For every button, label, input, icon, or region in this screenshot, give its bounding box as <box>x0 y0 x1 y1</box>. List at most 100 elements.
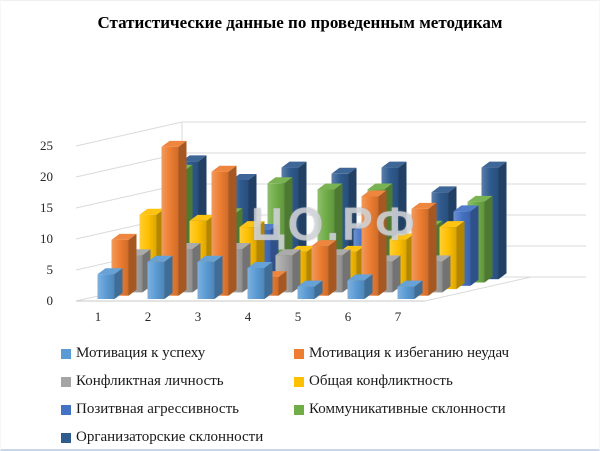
legend-swatch <box>61 432 71 443</box>
bar-side-face <box>392 255 401 293</box>
legend-swatch <box>61 348 71 359</box>
bar-side-face <box>264 262 273 299</box>
bar-side-face <box>228 165 237 296</box>
grid-line-side <box>75 121 183 147</box>
bar <box>397 286 415 299</box>
y-tick-label: 10 <box>40 231 53 246</box>
bar-top-face <box>189 214 215 221</box>
bar-top-face <box>467 195 493 202</box>
bar <box>247 268 265 299</box>
legend-label: Конфликтная личность <box>76 373 224 389</box>
bar-side-face <box>328 240 337 296</box>
bar-top-face <box>331 167 357 174</box>
bar-side-face <box>378 190 387 296</box>
bar <box>411 208 429 296</box>
bar-top-face <box>181 155 207 162</box>
bar-top-face <box>481 161 507 168</box>
bar-top-face <box>317 183 343 190</box>
bar-side-face <box>292 249 301 293</box>
bar-side-face <box>164 255 173 299</box>
y-tick-label: 20 <box>40 169 53 184</box>
bar-top-face <box>381 161 407 168</box>
bar-top-face <box>281 161 307 168</box>
legend-label: Позитвная агрессивность <box>76 401 239 417</box>
bar-side-face <box>278 271 287 296</box>
bar-top-face <box>389 233 415 240</box>
bar-top-face <box>247 262 273 268</box>
bar-top-face <box>411 202 437 209</box>
bar-top-face <box>111 233 137 240</box>
chart-legend: Мотивация к успеху Мотивация к избеганию … <box>61 344 591 447</box>
bar-side-face <box>414 280 423 299</box>
bar <box>297 286 315 299</box>
bar-side-face <box>178 140 187 296</box>
bar-top-face <box>161 140 187 147</box>
legend-item-6: Коммуникативные склонности <box>294 400 591 419</box>
bar-top-face <box>147 255 173 262</box>
bar-side-face <box>428 202 437 296</box>
x-category-label: 6 <box>345 309 352 324</box>
bar-side-face <box>214 255 223 299</box>
legend-label: Организаторские склонности <box>76 429 264 445</box>
y-tick-label: 5 <box>47 262 54 277</box>
bar <box>147 261 165 299</box>
legend-item-3: Конфликтная личность <box>61 372 294 391</box>
legend-swatch <box>61 404 71 415</box>
bar-side-face <box>470 205 479 286</box>
legend-swatch <box>294 404 304 415</box>
legend-swatch <box>294 376 304 387</box>
x-category-label: 4 <box>245 309 252 324</box>
bar-top-face <box>239 221 265 228</box>
bar-side-face <box>114 268 123 299</box>
y-tick-label: 15 <box>40 200 53 215</box>
bar-side-face <box>364 274 373 299</box>
bar-side-face <box>456 221 465 290</box>
bar-top-face <box>275 249 301 256</box>
bar-top-face <box>439 221 465 228</box>
chart-title: Статистические данные по проведенным мет… <box>97 13 503 32</box>
legend-label: Мотивация к избеганию неудач <box>309 345 510 361</box>
bar-top-face <box>311 240 337 247</box>
x-category-label: 1 <box>95 309 102 324</box>
bar-side-face <box>442 255 451 293</box>
bar-top-face <box>231 174 257 180</box>
bar-top-face <box>361 190 387 197</box>
bar-side-face <box>484 195 493 283</box>
legend-item-5: Позитвная агрессивность <box>61 400 294 419</box>
bar-top-face <box>297 280 323 287</box>
x-category-label: 2 <box>145 309 152 324</box>
bar-side-face <box>128 233 137 296</box>
legend-swatch <box>294 348 304 359</box>
bar-top-face <box>431 186 457 193</box>
legend-label: Мотивация к успеху <box>76 345 206 361</box>
bar-side-face <box>314 280 323 299</box>
y-tick-label: 25 <box>40 138 53 153</box>
legend-label: Коммуникативные склонности <box>309 401 506 417</box>
bar-top-face <box>397 280 423 287</box>
x-category-label: 7 <box>395 309 402 324</box>
legend-swatch <box>61 376 71 387</box>
bar <box>97 274 115 299</box>
bar-side-face <box>498 161 507 280</box>
chart-3d-plot: 0 5 10 15 20 25 1 2 3 4 5 6 7 <box>40 121 586 324</box>
legend-label: Общая конфликтность <box>309 373 453 389</box>
bar-top-face <box>139 208 165 215</box>
bar-top-face <box>211 165 237 172</box>
bar <box>347 280 365 299</box>
y-tick-label: 0 <box>47 293 54 308</box>
bar <box>197 261 215 299</box>
floor-right-edge <box>424 276 532 302</box>
legend-item-7: Организаторские склонности <box>61 428 294 447</box>
legend-item-2: Мотивация к избеганию неудач <box>294 344 591 363</box>
bar-top-face <box>367 183 393 190</box>
bar-top-face <box>453 205 479 212</box>
bar <box>361 196 379 296</box>
legend-item-1: Мотивация к успеху <box>61 344 294 363</box>
x-category-label: 3 <box>195 309 202 324</box>
bar-top-face <box>347 274 373 281</box>
bar-top-face <box>197 255 223 262</box>
bar-top-face <box>267 177 293 184</box>
x-category-label: 5 <box>295 309 302 324</box>
bar-top-face <box>97 268 123 275</box>
